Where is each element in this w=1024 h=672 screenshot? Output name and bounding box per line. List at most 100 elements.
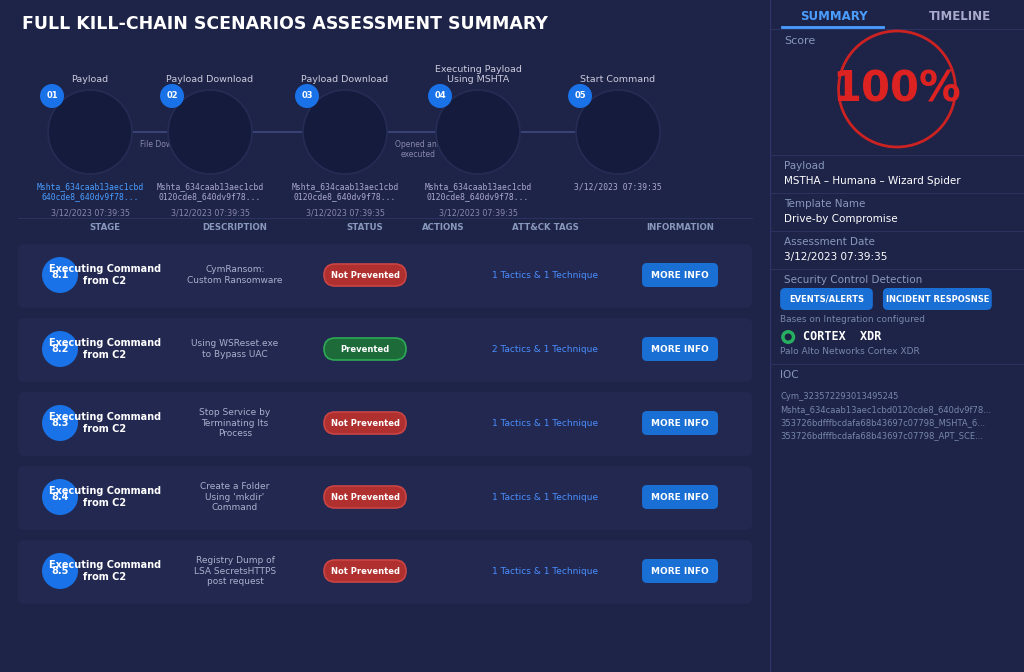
Text: Mshta_634caab13aec1cbd
0120cde8_640dv9f78...: Mshta_634caab13aec1cbd 0120cde8_640dv9f7… <box>424 182 531 202</box>
Text: Registry Dump of
LSA SecretsHTTPS
post request: Registry Dump of LSA SecretsHTTPS post r… <box>194 556 276 586</box>
Text: INFORMATION: INFORMATION <box>646 224 714 233</box>
Text: Not Prevented: Not Prevented <box>331 566 399 575</box>
FancyBboxPatch shape <box>642 337 718 361</box>
FancyBboxPatch shape <box>780 288 872 310</box>
Text: 1 Tactics & 1 Technique: 1 Tactics & 1 Technique <box>492 419 598 427</box>
Text: 05: 05 <box>574 91 586 101</box>
Text: MORE INFO: MORE INFO <box>651 271 709 280</box>
Text: 3/12/2023 07:39:35: 3/12/2023 07:39:35 <box>171 208 250 217</box>
Circle shape <box>40 84 65 108</box>
Text: Payload: Payload <box>784 161 824 171</box>
Text: MORE INFO: MORE INFO <box>651 345 709 353</box>
Text: Cym_323572293013495245
Mshta_634caab13aec1cbd0120cde8_640dv9f78...
353726bdfffbc: Cym_323572293013495245 Mshta_634caab13ae… <box>780 392 991 441</box>
Text: 8.1: 8.1 <box>51 270 69 280</box>
Text: Executing Command
from C2: Executing Command from C2 <box>49 338 161 360</box>
Text: MORE INFO: MORE INFO <box>651 493 709 501</box>
Text: 1 Tactics & 1 Technique: 1 Tactics & 1 Technique <box>492 271 598 280</box>
Text: ACTIONS: ACTIONS <box>422 224 464 233</box>
Text: Score: Score <box>784 36 815 46</box>
Text: CymRansom:
Custom Ransomware: CymRansom: Custom Ransomware <box>187 265 283 285</box>
Circle shape <box>42 257 78 293</box>
Circle shape <box>784 333 792 341</box>
Text: Not Prevented: Not Prevented <box>331 493 399 501</box>
Text: Not Prevented: Not Prevented <box>331 419 399 427</box>
Circle shape <box>436 90 520 174</box>
Text: IOC: IOC <box>780 370 799 380</box>
Text: Payload: Payload <box>72 75 109 84</box>
Circle shape <box>160 84 184 108</box>
Text: 03: 03 <box>301 91 312 101</box>
Text: Assessment Date: Assessment Date <box>784 237 876 247</box>
FancyBboxPatch shape <box>642 411 718 435</box>
Text: Create a Folder
Using 'mkdir'
Command: Create a Folder Using 'mkdir' Command <box>201 482 269 512</box>
FancyBboxPatch shape <box>324 486 407 508</box>
FancyBboxPatch shape <box>883 288 992 310</box>
Text: 8.4: 8.4 <box>51 492 69 502</box>
Circle shape <box>42 405 78 441</box>
FancyBboxPatch shape <box>18 392 752 456</box>
Text: Payload Download: Payload Download <box>301 75 388 84</box>
Circle shape <box>781 330 796 344</box>
Text: Executing Command
from C2: Executing Command from C2 <box>49 264 161 286</box>
Circle shape <box>568 84 592 108</box>
Text: Executing Payload
Using MSHTA: Executing Payload Using MSHTA <box>434 65 521 84</box>
Text: INCIDENT RESPOSNSE: INCIDENT RESPOSNSE <box>886 294 989 304</box>
Text: 3/12/2023 07:39:35: 3/12/2023 07:39:35 <box>438 208 517 217</box>
Text: Mshta_634caab13aec1cbd
0120cde8_640dv9f78...: Mshta_634caab13aec1cbd 0120cde8_640dv9f7… <box>157 182 263 202</box>
Text: 02: 02 <box>166 91 178 101</box>
Text: CORTEX  XDR: CORTEX XDR <box>803 331 882 343</box>
Text: FULL KILL-CHAIN SCENARIOS ASSESSMENT SUMMARY: FULL KILL-CHAIN SCENARIOS ASSESSMENT SUM… <box>22 15 548 33</box>
Text: Executing Command
from C2: Executing Command from C2 <box>49 412 161 434</box>
Text: Executing Command
from C2: Executing Command from C2 <box>49 487 161 508</box>
Circle shape <box>295 84 319 108</box>
Text: MORE INFO: MORE INFO <box>651 419 709 427</box>
Text: Payload Download: Payload Download <box>167 75 254 84</box>
Text: 3/12/2023 07:39:35: 3/12/2023 07:39:35 <box>784 252 888 262</box>
Text: Mshta_634caab13aec1cbd
0120cde8_640dv9f78...: Mshta_634caab13aec1cbd 0120cde8_640dv9f7… <box>292 182 398 202</box>
Text: 8.2: 8.2 <box>51 344 69 354</box>
Text: Opened and
executed: Opened and executed <box>395 140 441 159</box>
Circle shape <box>577 90 660 174</box>
Text: Drive-by Compromise: Drive-by Compromise <box>784 214 898 224</box>
Text: Prevented: Prevented <box>340 345 390 353</box>
Circle shape <box>42 479 78 515</box>
Text: MORE INFO: MORE INFO <box>651 566 709 575</box>
FancyBboxPatch shape <box>642 559 718 583</box>
Text: Stop Service by
Terminating Its
Process: Stop Service by Terminating Its Process <box>200 408 270 438</box>
Text: SUMMARY: SUMMARY <box>800 11 867 24</box>
FancyBboxPatch shape <box>0 17 770 217</box>
Text: 3/12/2023 07:39:35: 3/12/2023 07:39:35 <box>574 182 662 191</box>
Circle shape <box>168 90 252 174</box>
Text: Security Control Detection: Security Control Detection <box>784 275 923 285</box>
FancyBboxPatch shape <box>324 412 407 434</box>
FancyBboxPatch shape <box>642 263 718 287</box>
Circle shape <box>48 90 132 174</box>
FancyBboxPatch shape <box>324 264 407 286</box>
Circle shape <box>42 553 78 589</box>
Circle shape <box>428 84 452 108</box>
Text: EVENTS/ALERTS: EVENTS/ALERTS <box>788 294 864 304</box>
Text: Template Name: Template Name <box>784 199 865 209</box>
Text: ATT&CK TAGS: ATT&CK TAGS <box>512 224 579 233</box>
Text: 3/12/2023 07:39:35: 3/12/2023 07:39:35 <box>50 208 129 217</box>
Text: Using WSReset.exe
to Bypass UAC: Using WSReset.exe to Bypass UAC <box>191 339 279 359</box>
Text: Not Prevented: Not Prevented <box>331 271 399 280</box>
Text: STAGE: STAGE <box>89 224 121 233</box>
Text: 8.3: 8.3 <box>51 418 69 428</box>
Text: Executing Command
from C2: Executing Command from C2 <box>49 560 161 582</box>
FancyBboxPatch shape <box>642 485 718 509</box>
Text: Bases on Integration configured: Bases on Integration configured <box>780 315 925 325</box>
Text: 04: 04 <box>434 91 445 101</box>
Text: STATUS: STATUS <box>347 224 383 233</box>
FancyBboxPatch shape <box>18 318 752 382</box>
FancyBboxPatch shape <box>18 540 752 604</box>
Text: 1 Tactics & 1 Technique: 1 Tactics & 1 Technique <box>492 493 598 501</box>
Text: 8.5: 8.5 <box>51 566 69 576</box>
FancyBboxPatch shape <box>18 466 752 530</box>
Text: DESCRIPTION: DESCRIPTION <box>203 224 267 233</box>
Text: Palo Alto Networks Cortex XDR: Palo Alto Networks Cortex XDR <box>780 347 920 357</box>
Text: 2 Tactics & 1 Technique: 2 Tactics & 1 Technique <box>493 345 598 353</box>
Text: 01: 01 <box>46 91 57 101</box>
FancyBboxPatch shape <box>18 244 752 308</box>
FancyBboxPatch shape <box>324 338 407 360</box>
